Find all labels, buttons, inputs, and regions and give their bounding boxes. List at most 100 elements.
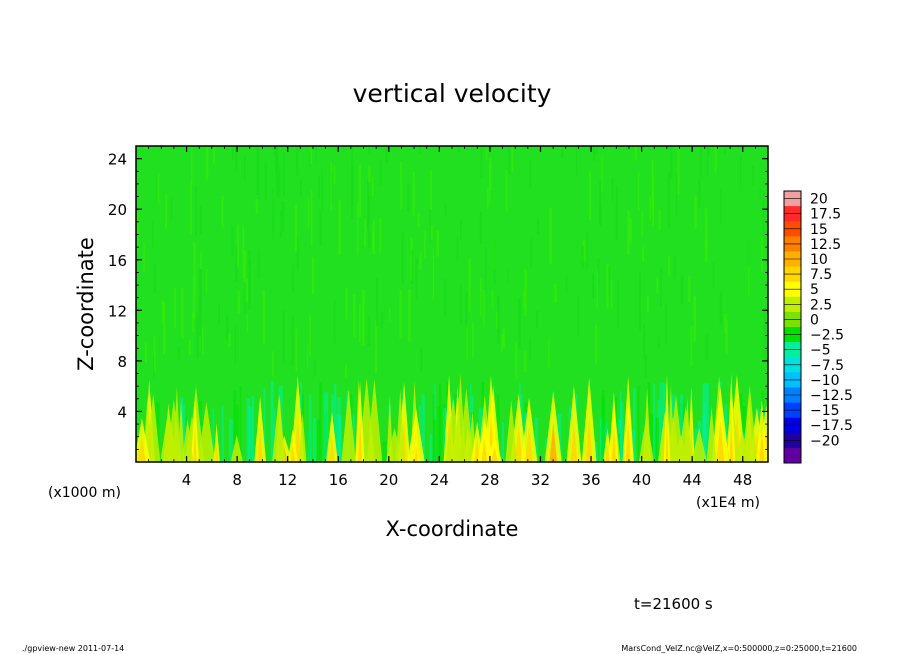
downdraft-streak: [637, 386, 640, 462]
field-streak: [408, 288, 411, 342]
field-streak: [707, 146, 710, 155]
field-streak: [264, 163, 267, 200]
downdraft-streak: [309, 394, 312, 462]
field-streak: [368, 146, 371, 154]
updraft-plume: [367, 433, 375, 462]
field-streak: [497, 295, 500, 344]
updraft-plume: [136, 418, 151, 462]
field-streak: [548, 338, 550, 368]
colorbar-swatch: [784, 447, 801, 464]
downdraft-streak: [323, 392, 329, 462]
downdraft-streak: [702, 383, 707, 462]
updraft-plume: [505, 399, 518, 462]
field-streak: [608, 265, 610, 297]
field-streak: [704, 208, 708, 262]
field-streak: [479, 211, 482, 244]
field-streak: [456, 236, 459, 261]
downdraft-streak: [333, 383, 337, 462]
field-streak: [577, 295, 580, 336]
updraft-core: [525, 426, 533, 462]
downdraft-streak: [235, 404, 239, 462]
field-streak: [644, 354, 647, 378]
field-streak: [634, 146, 637, 161]
field-streak: [231, 226, 234, 258]
updraft-core: [665, 414, 669, 462]
field-streak: [307, 198, 310, 229]
field-streak: [495, 311, 498, 329]
updraft-plume: [272, 395, 286, 462]
field-streak: [271, 350, 274, 376]
x-tick-label: 4: [182, 471, 192, 489]
field-streak: [417, 213, 420, 227]
field-streak: [218, 303, 220, 325]
downdraft-streak: [649, 413, 654, 462]
field-streak: [601, 157, 603, 192]
field-streak: [505, 169, 508, 212]
x-tick-label: 8: [232, 471, 242, 489]
downdraft-streak: [229, 419, 233, 462]
downdraft-streak: [618, 433, 621, 462]
field-streak: [246, 313, 249, 333]
field-streak: [174, 288, 177, 328]
field-streak: [719, 291, 723, 325]
downdraft-streak: [221, 405, 224, 462]
field-streak: [388, 306, 391, 322]
field-streak: [181, 287, 184, 340]
updraft-core: [481, 437, 487, 462]
downdraft-streak: [469, 383, 472, 462]
updraft-core: [611, 423, 617, 462]
field-streak: [296, 146, 299, 176]
field-streak: [275, 146, 279, 196]
updraft-plume: [181, 418, 194, 462]
colorbar-label: −20: [810, 433, 840, 449]
field-streak: [333, 165, 336, 185]
field-streak: [763, 308, 767, 363]
field-streak: [188, 339, 192, 356]
field-streak: [611, 177, 614, 202]
downdraft-streak: [212, 408, 215, 462]
field-streak: [201, 326, 204, 354]
field-streak: [485, 146, 488, 161]
field-streak: [192, 275, 196, 319]
field-streak: [368, 196, 371, 248]
field-streak: [643, 323, 646, 360]
field-streak: [667, 256, 670, 276]
field-streak: [761, 236, 764, 272]
field-streak: [372, 220, 375, 255]
field-streak: [524, 268, 527, 316]
field-streak: [243, 288, 245, 316]
plot-area: [135, 145, 769, 463]
updraft-core: [294, 414, 301, 462]
field-streak: [748, 265, 750, 296]
field-streak: [228, 333, 231, 347]
field-streak: [656, 277, 659, 294]
field-streak: [705, 334, 709, 361]
field-streak: [599, 180, 601, 225]
field-streak: [279, 210, 282, 239]
field-streak: [629, 218, 632, 244]
updraft-plume: [395, 389, 405, 462]
field-streak: [162, 301, 166, 355]
field-streak: [536, 219, 540, 235]
field-streak: [295, 328, 298, 371]
field-streak: [554, 284, 557, 303]
field-streak: [658, 209, 661, 231]
updraft-plume: [341, 388, 356, 462]
field-streak: [193, 241, 196, 281]
field-streak: [291, 316, 294, 367]
field-streak: [385, 146, 388, 163]
field-streak: [358, 304, 361, 343]
x-axis-label: X-coordinate: [386, 517, 519, 541]
field-streak: [485, 247, 487, 294]
field-streak: [292, 265, 294, 293]
field-streak: [400, 160, 402, 210]
field-streak: [212, 146, 215, 164]
field-streak: [196, 312, 199, 359]
downdraft-streak: [248, 407, 253, 462]
field-streak: [515, 342, 518, 379]
field-streak: [673, 256, 676, 279]
field-streak: [487, 187, 489, 209]
field-streak: [565, 275, 568, 292]
field-streak: [170, 196, 173, 221]
updraft-core: [357, 417, 363, 462]
